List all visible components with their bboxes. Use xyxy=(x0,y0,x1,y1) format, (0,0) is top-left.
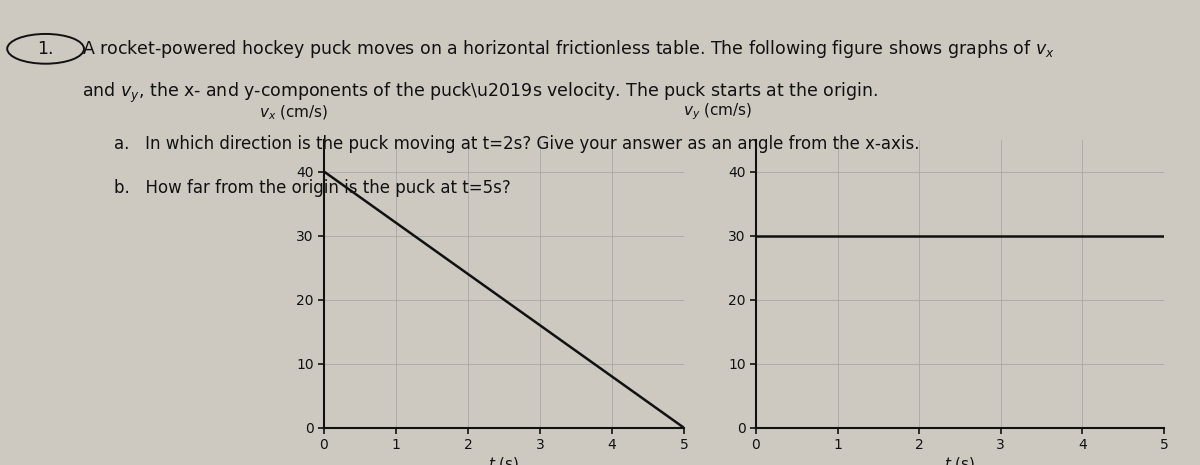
Text: $v_y$ (cm/s): $v_y$ (cm/s) xyxy=(683,101,752,122)
X-axis label: $t$ (s): $t$ (s) xyxy=(488,455,520,465)
Text: A rocket-powered hockey puck moves on a horizontal frictionless table. The follo: A rocket-powered hockey puck moves on a … xyxy=(82,38,1055,60)
Text: b.   How far from the origin is the puck at t=5s?: b. How far from the origin is the puck a… xyxy=(114,179,511,197)
Text: 1.: 1. xyxy=(37,40,54,58)
Text: and $v_y$, the x- and y-components of the puck\u2019s velocity. The puck starts : and $v_y$, the x- and y-components of th… xyxy=(82,81,877,105)
X-axis label: $t$ (s): $t$ (s) xyxy=(944,455,976,465)
Text: a.   In which direction is the puck moving at t=2s? Give your answer as an angle: a. In which direction is the puck moving… xyxy=(114,135,919,153)
Text: $v_x$ (cm/s): $v_x$ (cm/s) xyxy=(259,104,329,122)
